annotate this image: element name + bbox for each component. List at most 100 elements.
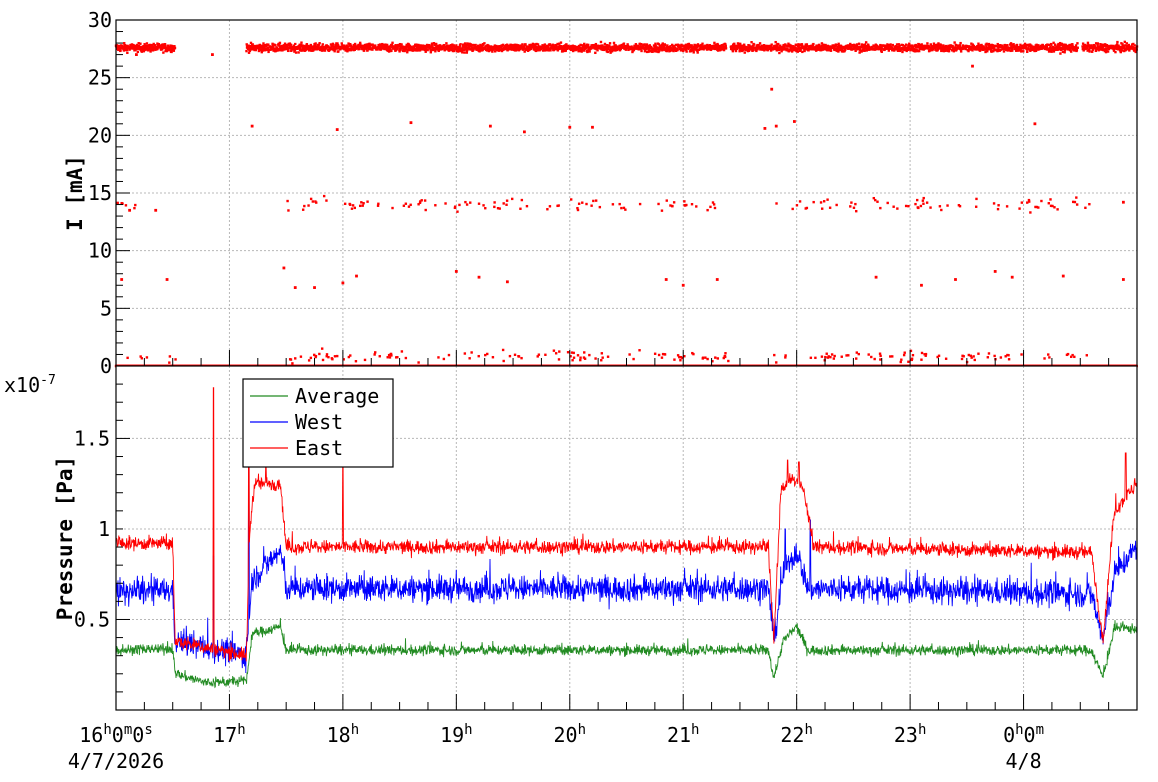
data-point [832,46,836,50]
data-point [850,201,853,204]
data-point [971,43,974,46]
data-point [795,204,799,207]
data-point [678,47,682,51]
data-point [248,49,252,53]
data-point [897,46,901,49]
data-point [159,44,162,47]
data-point [689,44,692,47]
data-point [665,199,668,202]
data-point [1035,205,1039,209]
data-point [245,43,248,46]
data-point [632,48,636,52]
data-point [459,43,462,46]
data-point [297,46,301,49]
current-plot-area [116,20,1137,366]
data-point [167,48,170,52]
data-point [886,47,889,50]
data-point [475,45,478,49]
data-point [624,208,627,211]
data-point [648,44,651,47]
data-point [437,49,440,53]
data-point [366,200,369,203]
data-point [1133,44,1136,47]
data-point [1035,43,1038,47]
data-point [1070,50,1073,53]
data-point [358,47,361,51]
data-point [145,42,149,45]
data-point [803,48,806,51]
data-point [149,45,153,49]
data-point [796,50,800,53]
data-point [661,49,664,52]
data-point [734,49,738,53]
data-point [609,49,612,53]
data-point [1060,42,1064,46]
data-point [659,45,663,48]
data-point [901,43,905,47]
data-point [312,46,315,50]
data-point [1094,42,1098,45]
data-point [908,46,911,49]
data-point [469,43,472,46]
data-point [288,44,291,47]
data-point [1049,204,1053,208]
data-point [854,202,857,206]
data-point [1104,50,1108,54]
data-point [1069,43,1073,47]
data-point [716,49,720,52]
data-point [959,41,962,45]
data-point [419,200,422,203]
data-point [980,48,983,51]
data-point [369,43,372,46]
data-point [556,42,559,46]
data-point [790,50,794,53]
data-point [421,44,425,47]
data-point [862,48,865,51]
data-point [524,43,527,46]
data-point [434,46,438,49]
data-point [1058,45,1061,48]
data-point [541,49,545,52]
data-point [1050,50,1053,53]
data-point [763,49,766,52]
data-point [887,49,891,52]
data-point [1027,198,1031,202]
data-point [420,199,423,202]
data-point [1023,42,1027,46]
data-point [347,45,350,48]
data-point [351,204,355,207]
data-point [117,45,121,49]
data-point [429,51,433,54]
data-point [1024,45,1028,49]
data-point [987,42,991,46]
data-point [393,47,396,50]
data-point [592,199,595,203]
data-point [876,200,879,203]
data-point [143,43,146,46]
data-point [510,43,513,47]
data-point [663,46,666,49]
data-point [858,51,861,54]
data-point [1012,43,1015,46]
data-point [1081,47,1085,51]
data-point [594,199,598,202]
data-point [1001,44,1004,47]
data-point [893,49,896,52]
data-point [770,43,773,46]
data-point [563,46,566,50]
data-point [1075,48,1079,52]
data-point [1073,200,1077,204]
data-point [170,50,173,54]
data-point [587,43,590,47]
data-point [522,47,526,50]
data-point [1070,47,1073,50]
data-point [912,46,915,49]
data-point [724,43,727,46]
data-point [765,47,769,51]
data-point [818,45,822,48]
data-point [435,47,439,51]
data-point [1020,50,1023,53]
data-point [262,42,265,45]
data-point [125,48,129,52]
data-point [465,203,469,206]
